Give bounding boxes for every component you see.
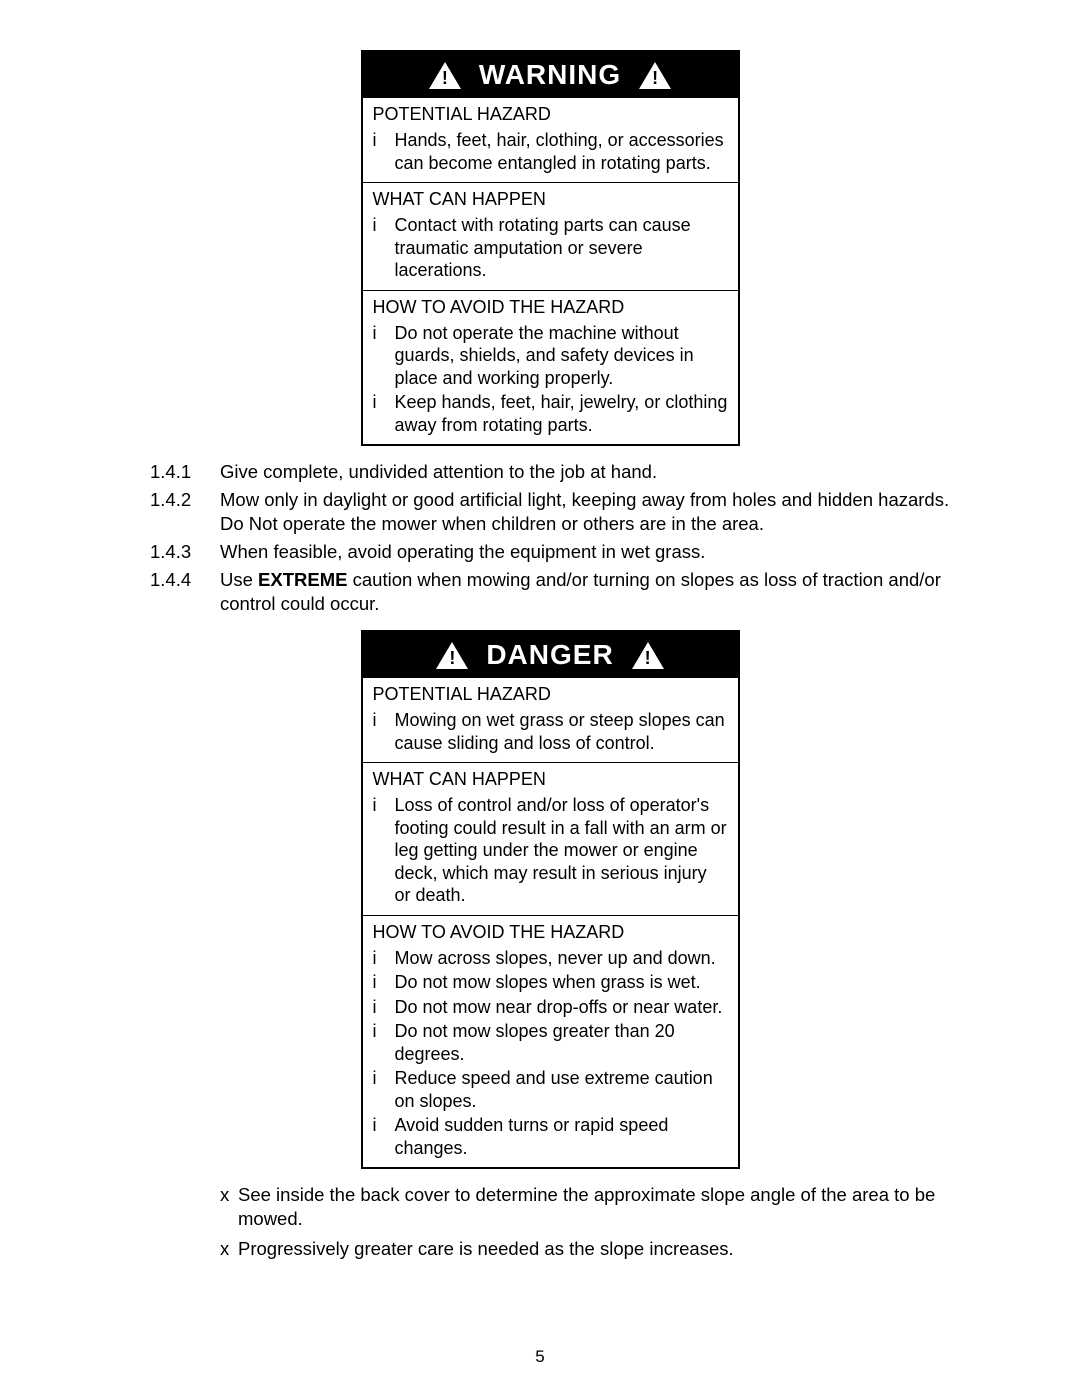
- list-item: 1.4.1 Give complete, undivided attention…: [150, 460, 950, 484]
- item-text: Give complete, undivided attention to th…: [220, 460, 950, 484]
- list-item: 1.4.3 When feasible, avoid operating the…: [150, 540, 950, 564]
- bullet-text: Do not mow near drop-offs or near water.: [395, 996, 728, 1019]
- bullet-text: Hands, feet, hair, clothing, or accessor…: [395, 129, 728, 174]
- x-item: x See inside the back cover to determine…: [220, 1183, 950, 1231]
- bullet-mark: i: [373, 214, 395, 282]
- bullet-mark: i: [373, 1020, 395, 1065]
- bullet-text: Keep hands, feet, hair, jewelry, or clot…: [395, 391, 728, 436]
- x-text: Progressively greater care is needed as …: [238, 1237, 950, 1261]
- bullet-text: Mowing on wet grass or steep slopes can …: [395, 709, 728, 754]
- section-how-to-avoid: HOW TO AVOID THE HAZARD i Do not operate…: [363, 291, 738, 445]
- bullet-item: i Avoid sudden turns or rapid speed chan…: [373, 1114, 728, 1159]
- item-text: Use EXTREME caution when mowing and/or t…: [220, 568, 950, 616]
- bullet-item: i Contact with rotating parts can cause …: [373, 214, 728, 282]
- item-number: 1.4.2: [150, 488, 220, 536]
- section-what-can-happen: WHAT CAN HAPPEN i Loss of control and/or…: [363, 763, 738, 916]
- warning-header: ! WARNING !: [363, 52, 738, 98]
- x-mark: x: [220, 1237, 238, 1261]
- alert-triangle-icon: !: [632, 642, 664, 669]
- bullet-mark: i: [373, 1067, 395, 1112]
- page-number: 5: [0, 1347, 1080, 1367]
- bullet-item: i Hands, feet, hair, clothing, or access…: [373, 129, 728, 174]
- x-item: x Progressively greater care is needed a…: [220, 1237, 950, 1261]
- section-potential-hazard: POTENTIAL HAZARD i Mowing on wet grass o…: [363, 678, 738, 763]
- bullet-text: Do not mow slopes when grass is wet.: [395, 971, 728, 994]
- section-what-can-happen: WHAT CAN HAPPEN i Contact with rotating …: [363, 183, 738, 291]
- bullet-text: Do not mow slopes greater than 20 degree…: [395, 1020, 728, 1065]
- bullet-text: Contact with rotating parts can cause tr…: [395, 214, 728, 282]
- bullet-item: i Do not mow slopes when grass is wet.: [373, 971, 728, 994]
- bullet-item: i Do not operate the machine without gua…: [373, 322, 728, 390]
- bullet-mark: i: [373, 1114, 395, 1159]
- bullet-item: i Mowing on wet grass or steep slopes ca…: [373, 709, 728, 754]
- alert-triangle-icon: !: [639, 62, 671, 89]
- alert-triangle-icon: !: [429, 62, 461, 89]
- alert-triangle-icon: !: [436, 642, 468, 669]
- item-number: 1.4.4: [150, 568, 220, 616]
- section-title: HOW TO AVOID THE HAZARD: [373, 297, 728, 318]
- section-title: WHAT CAN HAPPEN: [373, 189, 728, 210]
- item-text: Mow only in daylight or good artificial …: [220, 488, 950, 536]
- danger-header: ! DANGER !: [363, 632, 738, 678]
- x-mark: x: [220, 1183, 238, 1231]
- item-number: 1.4.1: [150, 460, 220, 484]
- bullet-mark: i: [373, 322, 395, 390]
- item-number: 1.4.3: [150, 540, 220, 564]
- bullet-mark: i: [373, 391, 395, 436]
- x-bullet-list: x See inside the back cover to determine…: [220, 1183, 950, 1261]
- bullet-item: i Do not mow slopes greater than 20 degr…: [373, 1020, 728, 1065]
- bullet-text: Reduce speed and use extreme caution on …: [395, 1067, 728, 1112]
- bullet-item: i Reduce speed and use extreme caution o…: [373, 1067, 728, 1112]
- bullet-mark: i: [373, 129, 395, 174]
- section-title: HOW TO AVOID THE HAZARD: [373, 922, 728, 943]
- warning-box: ! WARNING ! POTENTIAL HAZARD i Hands, fe…: [361, 50, 740, 446]
- section-potential-hazard: POTENTIAL HAZARD i Hands, feet, hair, cl…: [363, 98, 738, 183]
- warning-title: WARNING: [479, 59, 621, 91]
- section-title: WHAT CAN HAPPEN: [373, 769, 728, 790]
- bullet-text: Loss of control and/or loss of operator'…: [395, 794, 728, 907]
- bullet-text: Mow across slopes, never up and down.: [395, 947, 728, 970]
- numbered-list: 1.4.1 Give complete, undivided attention…: [150, 460, 950, 616]
- danger-title: DANGER: [486, 639, 613, 671]
- section-title: POTENTIAL HAZARD: [373, 684, 728, 705]
- bullet-mark: i: [373, 794, 395, 907]
- bullet-item: i Mow across slopes, never up and down.: [373, 947, 728, 970]
- bullet-item: i Do not mow near drop-offs or near wate…: [373, 996, 728, 1019]
- x-text: See inside the back cover to determine t…: [238, 1183, 950, 1231]
- bullet-item: i Loss of control and/or loss of operato…: [373, 794, 728, 907]
- danger-box: ! DANGER ! POTENTIAL HAZARD i Mowing on …: [361, 630, 740, 1169]
- bullet-mark: i: [373, 709, 395, 754]
- bullet-mark: i: [373, 971, 395, 994]
- section-title: POTENTIAL HAZARD: [373, 104, 728, 125]
- list-item: 1.4.2 Mow only in daylight or good artif…: [150, 488, 950, 536]
- bullet-mark: i: [373, 947, 395, 970]
- page-content: ! WARNING ! POTENTIAL HAZARD i Hands, fe…: [0, 0, 1080, 1307]
- list-item: 1.4.4 Use EXTREME caution when mowing an…: [150, 568, 950, 616]
- bullet-item: i Keep hands, feet, hair, jewelry, or cl…: [373, 391, 728, 436]
- item-text: When feasible, avoid operating the equip…: [220, 540, 950, 564]
- bullet-text: Avoid sudden turns or rapid speed change…: [395, 1114, 728, 1159]
- bullet-mark: i: [373, 996, 395, 1019]
- bullet-text: Do not operate the machine without guard…: [395, 322, 728, 390]
- section-how-to-avoid: HOW TO AVOID THE HAZARD i Mow across slo…: [363, 916, 738, 1168]
